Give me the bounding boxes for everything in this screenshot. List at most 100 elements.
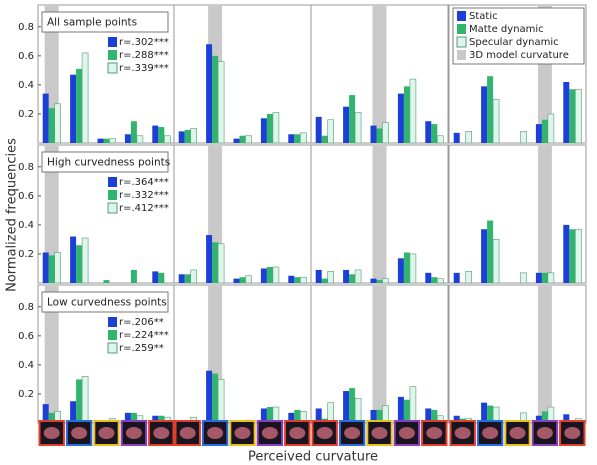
bar [343,391,350,423]
bar [136,135,144,144]
bar [124,412,131,423]
bar [260,118,267,143]
legend-swatch [457,24,466,34]
bar [206,44,213,143]
model-curvature-band [44,146,59,283]
bar [212,242,219,283]
bar [453,415,460,423]
bar [315,269,322,283]
category-thumbnail [311,420,338,446]
thumbnail-shape [426,427,443,439]
bar [382,122,389,144]
y-tick-label: 0.6 [18,51,34,62]
bar [563,414,570,423]
bar [184,129,191,143]
row-title-box [41,291,169,313]
panel [173,144,312,284]
correlation-label: r=.259** [119,343,164,354]
bar [190,128,197,144]
bar [158,415,165,423]
correlation-label: r=.339*** [119,63,169,74]
bar [81,52,89,144]
bar [48,108,55,143]
legend-swatch [107,202,118,214]
thumbnail-shape [289,427,306,439]
bar [541,119,548,143]
thumbnail-shape [536,427,553,439]
correlation-label: r=.206** [119,317,164,328]
thumbnail-shape [43,427,60,439]
bar [397,258,404,283]
y-tick-label: 0.6 [18,191,34,202]
bar [425,272,432,283]
bar [70,401,77,423]
bar [152,271,159,283]
bar [48,255,55,283]
legend-swatch [107,342,118,354]
bar [409,253,417,284]
correlation-label: r=.288*** [119,50,169,61]
bar [327,119,335,144]
row-title: High curvedness points [47,157,170,169]
bar [370,278,377,283]
category-thumbnail [531,420,559,446]
bar [535,272,542,283]
y-axis-label: Normalized frequencies [5,138,20,292]
bar [315,408,322,423]
thumbnail-shape [398,427,415,439]
correlation-label: r=.412*** [119,203,169,214]
bar [376,280,383,283]
bar [403,252,410,283]
bar [535,124,542,143]
bar [354,269,362,284]
bar [266,113,273,143]
bar [206,235,213,283]
bar [535,415,542,423]
bar [48,412,55,423]
panel [173,284,312,424]
category-thumbnail [93,420,120,446]
thumbnail-shape [482,427,499,439]
bar [42,252,49,283]
thumbnail-shape [234,427,251,439]
bar [492,99,500,144]
bar [569,89,576,143]
bar [436,135,444,144]
bar [397,396,404,423]
y-tick-label: 0.8 [18,162,34,173]
bar [403,399,410,423]
category-thumbnail [65,420,93,446]
y-tick-label: 0.2 [18,109,34,120]
bar [266,407,273,423]
thumbnail-shape [509,427,526,439]
thumbnail-shape [153,427,170,439]
thumbnail-shape [125,427,142,439]
bar [547,113,555,144]
thumbnail-shape [71,427,88,439]
bar [184,274,191,283]
bar [343,106,350,143]
bar [212,373,219,423]
bar [42,404,49,423]
bar [343,269,350,283]
bar [321,135,328,143]
thumbnail-shape [261,427,278,439]
bar [481,86,488,143]
bar [431,409,438,423]
model-curvature-band [537,146,552,283]
bar [574,228,582,284]
bar [354,112,362,144]
bar [190,269,197,284]
bar [76,379,83,423]
thumbnail-shape [454,427,471,439]
y-tick-label: 0.6 [18,331,34,342]
legend-swatch [108,330,117,340]
bar [425,121,432,143]
bar [233,278,240,283]
bar [481,229,488,283]
legend-swatch [108,177,117,187]
bar [431,277,438,283]
bar [288,412,295,423]
category-thumbnail [38,420,65,446]
